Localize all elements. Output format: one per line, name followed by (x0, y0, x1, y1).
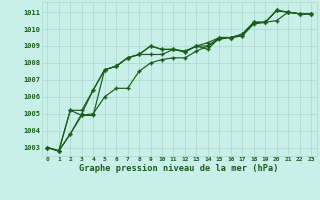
X-axis label: Graphe pression niveau de la mer (hPa): Graphe pression niveau de la mer (hPa) (79, 164, 279, 173)
